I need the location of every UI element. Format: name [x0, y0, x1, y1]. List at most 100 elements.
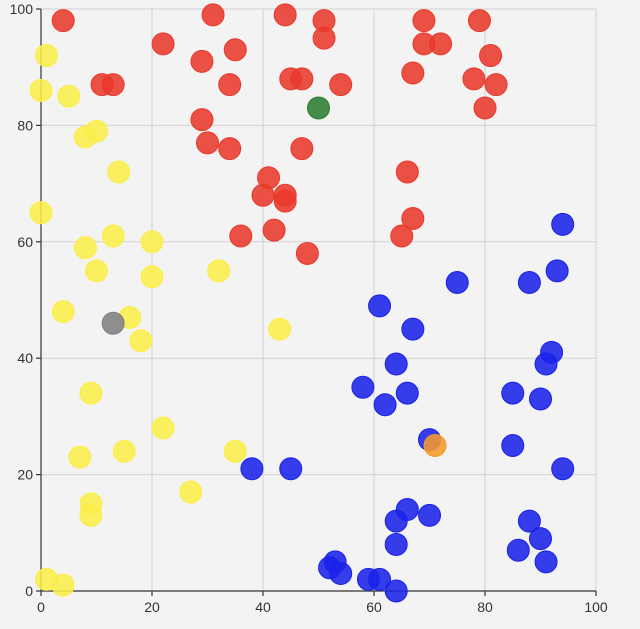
data-point	[384, 352, 408, 376]
data-point	[140, 230, 164, 254]
data-point	[329, 562, 353, 586]
data-point	[151, 32, 175, 56]
data-point	[218, 137, 242, 161]
data-point	[384, 509, 408, 533]
data-point	[467, 9, 491, 33]
data-point	[273, 3, 297, 27]
data-point	[534, 352, 558, 376]
data-points	[29, 3, 575, 603]
data-point	[129, 329, 153, 353]
data-point	[351, 375, 375, 399]
data-point	[517, 509, 541, 533]
x-tick-label: 60	[366, 599, 382, 615]
data-point	[551, 212, 575, 236]
data-point	[445, 271, 469, 295]
data-point	[107, 160, 131, 184]
data-point	[479, 44, 503, 68]
data-point	[501, 381, 525, 405]
data-point	[73, 125, 97, 149]
data-point	[207, 259, 231, 283]
data-point	[401, 207, 425, 231]
data-point	[29, 201, 53, 225]
data-point	[51, 9, 75, 33]
data-point	[373, 393, 397, 417]
data-point	[262, 218, 286, 242]
data-point	[229, 224, 253, 248]
data-point	[223, 38, 247, 62]
data-point	[201, 3, 225, 27]
data-point	[196, 131, 219, 155]
data-point	[501, 434, 525, 457]
x-tick-label: 100	[584, 599, 608, 615]
data-point	[484, 73, 508, 97]
data-point	[179, 480, 203, 504]
y-tick-label: 20	[17, 467, 33, 483]
data-point	[57, 84, 81, 108]
data-point	[273, 189, 297, 213]
data-point	[368, 294, 392, 318]
x-tick-label: 80	[477, 599, 493, 615]
data-point	[268, 317, 292, 341]
data-point	[35, 44, 59, 68]
data-point	[529, 527, 552, 551]
y-tick-label: 60	[17, 234, 33, 250]
data-point	[51, 300, 75, 324]
data-point	[73, 236, 97, 260]
data-point	[506, 538, 530, 562]
data-point	[68, 445, 92, 469]
data-point	[401, 317, 425, 341]
data-point	[290, 137, 314, 161]
x-tick-label: 0	[37, 599, 45, 615]
data-point	[429, 32, 453, 56]
data-point	[79, 503, 103, 527]
data-point	[251, 183, 275, 207]
data-point	[140, 265, 164, 289]
data-point	[29, 78, 53, 102]
data-point	[79, 381, 103, 405]
data-point	[529, 387, 552, 411]
grid	[41, 8, 597, 591]
data-point	[462, 67, 486, 91]
data-point	[290, 67, 314, 91]
data-point	[295, 241, 319, 265]
data-point	[412, 9, 436, 33]
data-point	[101, 224, 125, 248]
data-point	[218, 73, 242, 97]
data-point	[395, 160, 419, 184]
data-point	[384, 579, 408, 603]
x-tick-label: 40	[255, 599, 271, 615]
data-point	[534, 550, 558, 574]
data-point	[329, 73, 353, 97]
data-point	[418, 503, 441, 527]
data-point	[395, 381, 419, 405]
tick-labels: 0 20 40 60 80 100 0 20 40 60 80 100	[10, 1, 608, 615]
data-point	[190, 49, 214, 73]
data-point	[473, 96, 497, 120]
data-point	[190, 108, 214, 132]
data-point	[517, 271, 541, 295]
y-tick-label: 80	[17, 117, 33, 133]
data-point	[151, 416, 175, 440]
data-point	[307, 96, 330, 120]
data-point	[545, 259, 569, 283]
data-point	[112, 439, 136, 463]
data-point	[390, 224, 414, 248]
y-tick-label: 0	[25, 583, 33, 599]
data-point	[551, 457, 575, 481]
data-point	[401, 61, 425, 85]
data-point	[423, 434, 447, 457]
data-point	[223, 439, 247, 463]
data-point	[85, 259, 108, 283]
data-point	[101, 73, 125, 97]
data-point	[384, 532, 408, 556]
data-point	[101, 311, 125, 335]
x-tick-label: 20	[144, 599, 160, 615]
data-point	[312, 26, 336, 50]
axes	[36, 8, 597, 596]
data-point	[279, 457, 303, 481]
data-point	[51, 573, 75, 597]
y-tick-label: 100	[10, 1, 34, 17]
y-tick-label: 40	[17, 350, 33, 366]
data-point	[240, 457, 264, 481]
